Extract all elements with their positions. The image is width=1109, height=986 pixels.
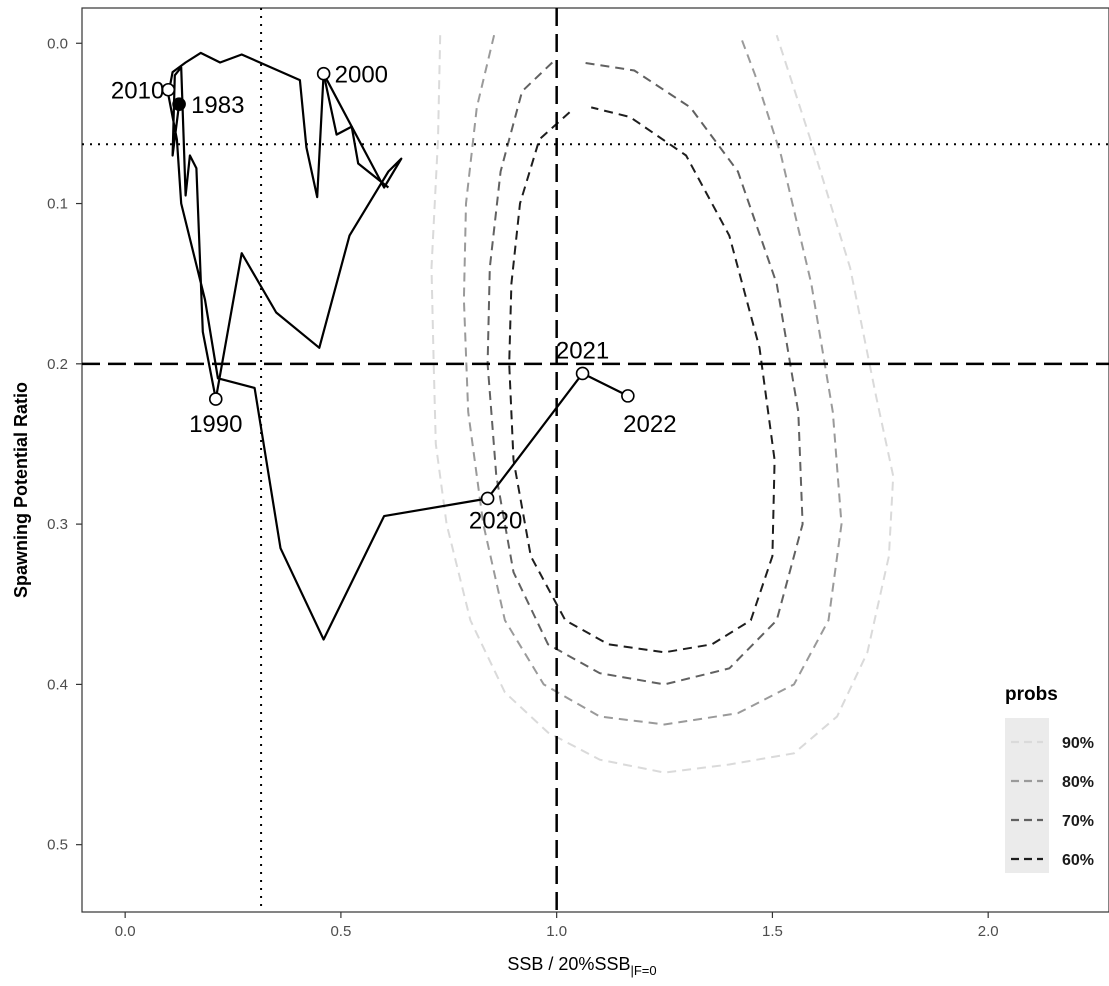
x-tick-label: 1.5 — [762, 923, 783, 940]
legend-key-background — [1005, 718, 1049, 873]
year-point-1990 — [208, 392, 223, 406]
trajectory-layer — [167, 51, 629, 641]
x-axis-title-main: SSB / 20%SSB — [507, 954, 630, 974]
legend-entries: 90% 80% 70% 60% — [1011, 735, 1094, 869]
year-label-1990: 1990 — [189, 411, 242, 438]
year-point-2021 — [575, 366, 590, 381]
year-label-2010: 2010 — [111, 78, 164, 105]
legend: probs 90% 80% 70% 60% — [1005, 684, 1094, 873]
year-label-2000: 2000 — [335, 62, 388, 89]
reference-lines — [82, 8, 1109, 912]
year-point-1983 — [172, 97, 186, 111]
y-tick-label: 0.4 — [47, 676, 68, 693]
contour-80pct — [462, 34, 843, 726]
y-axis-title: Spawning Potential Ratio — [11, 382, 31, 598]
axes: 0.0 0.5 1.0 1.5 2.0 0.0 0.1 0.2 0.3 0.4 0.5 — [47, 35, 998, 940]
contour-layer — [430, 34, 895, 774]
y-tick-label: 0.3 — [47, 516, 68, 533]
year-point-2022 — [621, 389, 635, 403]
year-point-2000 — [316, 66, 331, 81]
legend-label-70pct: 70% — [1062, 813, 1094, 830]
y-tick-label: 0.0 — [47, 35, 68, 52]
legend-label-80pct: 80% — [1062, 774, 1094, 791]
year-points: 1983 1990 2000 2010 2020 2021 2022 — [111, 62, 677, 535]
x-axis-title-subscript: |F=0 — [630, 963, 656, 978]
contour-90pct — [430, 34, 895, 774]
contour-60pct — [508, 106, 776, 654]
legend-label-90pct: 90% — [1062, 735, 1094, 752]
x-tick-label: 0.5 — [330, 923, 351, 940]
year-label-1983: 1983 — [191, 92, 244, 119]
year-label-2022: 2022 — [623, 411, 676, 438]
y-tick-label: 0.2 — [47, 356, 68, 373]
y-tick-label: 0.5 — [47, 837, 68, 854]
x-tick-label: 1.0 — [546, 923, 567, 940]
year-point-2020 — [480, 491, 495, 506]
year-point-2010 — [161, 82, 176, 97]
x-tick-label: 0.0 — [115, 923, 136, 940]
trajectory-line — [167, 51, 629, 641]
contour-70pct — [486, 61, 804, 686]
y-tick-label: 0.1 — [47, 196, 68, 213]
x-axis-title: SSB / 20%SSB|F=0 — [507, 954, 656, 978]
legend-label-60pct: 60% — [1062, 852, 1094, 869]
year-label-2021: 2021 — [556, 337, 609, 364]
trajectory-segment-0 — [322, 73, 390, 189]
x-tick-label: 2.0 — [978, 923, 999, 940]
legend-title: probs — [1005, 684, 1058, 705]
year-label-2020: 2020 — [469, 507, 522, 534]
plot-panel — [81, 7, 1109, 913]
